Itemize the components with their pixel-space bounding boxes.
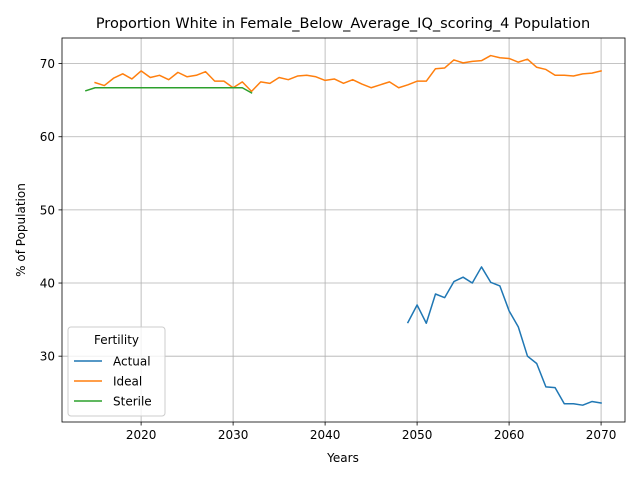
y-tick-label: 30 xyxy=(40,350,55,364)
legend-title: Fertility xyxy=(94,333,139,347)
series-line-actual xyxy=(406,266,602,406)
chart-title: Proportion White in Female_Below_Average… xyxy=(96,16,590,32)
series-line-sterile xyxy=(84,86,253,94)
y-tick-label: 70 xyxy=(40,57,55,71)
y-tick-label: 40 xyxy=(40,277,55,291)
y-axis-label: % of Population xyxy=(14,183,28,277)
legend-label-sterile: Sterile xyxy=(113,395,152,409)
legend-label-ideal: Ideal xyxy=(113,375,142,389)
x-tick-label: 2030 xyxy=(218,428,249,442)
legend: Fertility Actual Ideal Sterile xyxy=(67,326,166,417)
y-tick-label: 50 xyxy=(40,203,55,217)
x-tick-label: 2050 xyxy=(402,428,433,442)
x-tick-label: 2040 xyxy=(310,428,341,442)
x-tick-label: 2070 xyxy=(586,428,617,442)
plot-frame xyxy=(61,37,626,423)
series-group xyxy=(84,54,602,406)
y-tick-label: 60 xyxy=(40,130,55,144)
grid xyxy=(62,38,625,422)
legend-label-actual: Actual xyxy=(113,355,151,369)
x-tick-label: 2060 xyxy=(494,428,525,442)
x-axis-label: Years xyxy=(326,451,359,465)
legend-box xyxy=(67,326,166,417)
series-line-ideal xyxy=(94,54,602,93)
x-tick-label: 2020 xyxy=(126,428,157,442)
ticks: 2020 2030 2040 2050 2060 2070 30 40 50 60 70 xyxy=(40,57,617,442)
